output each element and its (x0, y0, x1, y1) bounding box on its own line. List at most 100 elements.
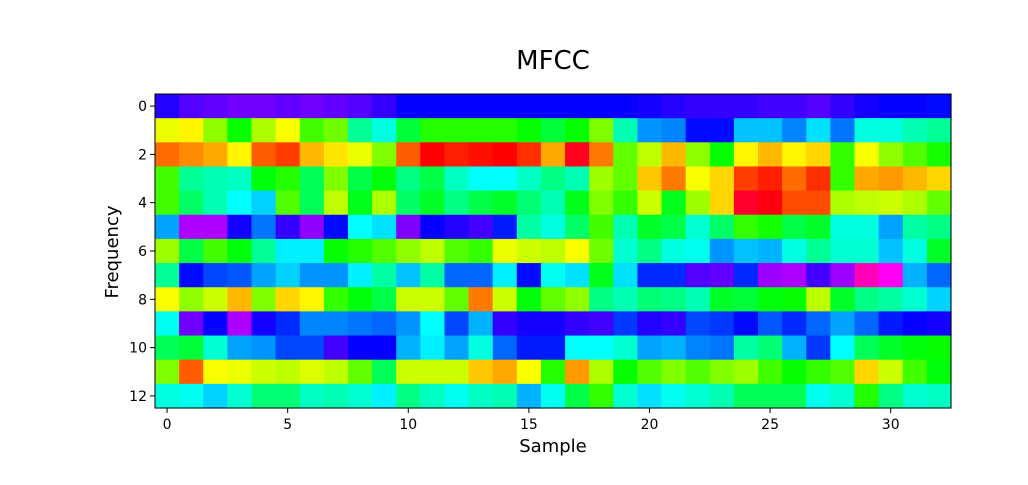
heatmap-cell (540, 142, 566, 168)
heatmap-cell (589, 166, 614, 192)
heatmap-cell (661, 383, 687, 409)
heatmap-cell (661, 142, 687, 168)
heatmap-cell (782, 383, 807, 409)
heatmap-cell (902, 335, 928, 361)
heatmap-cell (782, 238, 807, 264)
heatmap-cell (685, 311, 711, 337)
heatmap-cell (637, 94, 663, 119)
heatmap-cell (203, 166, 228, 192)
heatmap-cell (347, 359, 373, 385)
heatmap-cell (203, 190, 228, 216)
x-tick-label: 10 (399, 417, 417, 433)
heatmap-cell (902, 383, 928, 409)
heatmap-cell (806, 311, 831, 337)
heatmap-cell (854, 142, 880, 168)
heatmap-cell (227, 214, 253, 240)
heatmap-cell (854, 359, 880, 385)
heatmap-cell (396, 166, 421, 192)
heatmap-cell (468, 383, 494, 409)
heatmap-cell (179, 190, 204, 216)
heatmap-cell (589, 190, 614, 216)
heatmap-cell (902, 190, 928, 216)
heatmap-cell (661, 335, 687, 361)
heatmap-cell (323, 190, 349, 216)
heatmap-cell (758, 214, 783, 240)
heatmap-cell (661, 190, 687, 216)
heatmap-cell (179, 214, 204, 240)
heatmap-cell (420, 118, 446, 143)
heatmap-cell (926, 94, 952, 119)
heatmap-cell (782, 190, 807, 216)
heatmap-cell (637, 238, 663, 264)
heatmap-cell (251, 383, 277, 409)
heatmap-cell (227, 118, 253, 143)
heatmap-cell (468, 287, 494, 312)
heatmap-cell (854, 190, 880, 216)
heatmap-cell (155, 383, 180, 409)
heatmap-cell (347, 263, 373, 288)
heatmap-cell (830, 190, 856, 216)
heatmap-cell (540, 311, 566, 337)
heatmap-cell (565, 118, 590, 143)
heatmap-cell (589, 383, 614, 409)
heatmap-cell (806, 190, 831, 216)
heatmap-cell (661, 287, 687, 312)
heatmap-cell (275, 238, 301, 264)
heatmap-cell (830, 287, 856, 312)
heatmap-cell (468, 94, 494, 119)
heatmap-cell (444, 383, 470, 409)
heatmap-cell (613, 214, 639, 240)
heatmap-cell (661, 166, 687, 192)
heatmap-cell (323, 94, 349, 119)
heatmap-cell (806, 383, 831, 409)
heatmap-cell (372, 214, 397, 240)
heatmap-cell (540, 238, 566, 264)
heatmap-cell (758, 238, 783, 264)
heatmap-cell (323, 166, 349, 192)
heatmap-cell (613, 190, 639, 216)
heatmap-cell (203, 118, 228, 143)
heatmap-cell (685, 190, 711, 216)
heatmap-cell (589, 214, 614, 240)
heatmap-cell (685, 166, 711, 192)
heatmap-cell (420, 94, 446, 119)
heatmap-cell (275, 166, 301, 192)
y-axis-ticks: 0 2 4 6 8 10 12 (129, 99, 155, 405)
heatmap-cell (540, 94, 566, 119)
heatmap-cell (758, 142, 783, 168)
heatmap-cell (878, 311, 904, 337)
heatmap-cell (299, 383, 325, 409)
heatmap-cell (589, 238, 614, 264)
heatmap-cell (347, 335, 373, 361)
heatmap-cell (565, 335, 590, 361)
heatmap-cell (758, 383, 783, 409)
heatmap-cell (203, 263, 228, 288)
heatmap-cell (396, 383, 421, 409)
heatmap-cell (854, 166, 880, 192)
heatmap-cell (782, 287, 807, 312)
heatmap-cell (179, 359, 204, 385)
heatmap-cell (444, 335, 470, 361)
heatmap-cells (155, 94, 952, 409)
heatmap-cell (323, 214, 349, 240)
heatmap-cell (854, 238, 880, 264)
heatmap-cell (227, 359, 253, 385)
x-tick-label: 25 (761, 417, 779, 433)
heatmap-cell (902, 238, 928, 264)
heatmap-cell (492, 190, 518, 216)
heatmap-cell (806, 359, 831, 385)
heatmap-cell (347, 94, 373, 119)
heatmap-cell (589, 335, 614, 361)
heatmap-cell (565, 190, 590, 216)
heatmap-cell (492, 166, 518, 192)
heatmap-cell (155, 311, 180, 337)
heatmap-cell (420, 287, 446, 312)
heatmap-cell (733, 383, 759, 409)
heatmap-cell (420, 359, 446, 385)
heatmap-cell (227, 263, 253, 288)
heatmap-cell (709, 359, 735, 385)
heatmap-cell (492, 118, 518, 143)
heatmap-cell (299, 287, 325, 312)
heatmap-cell (468, 190, 494, 216)
